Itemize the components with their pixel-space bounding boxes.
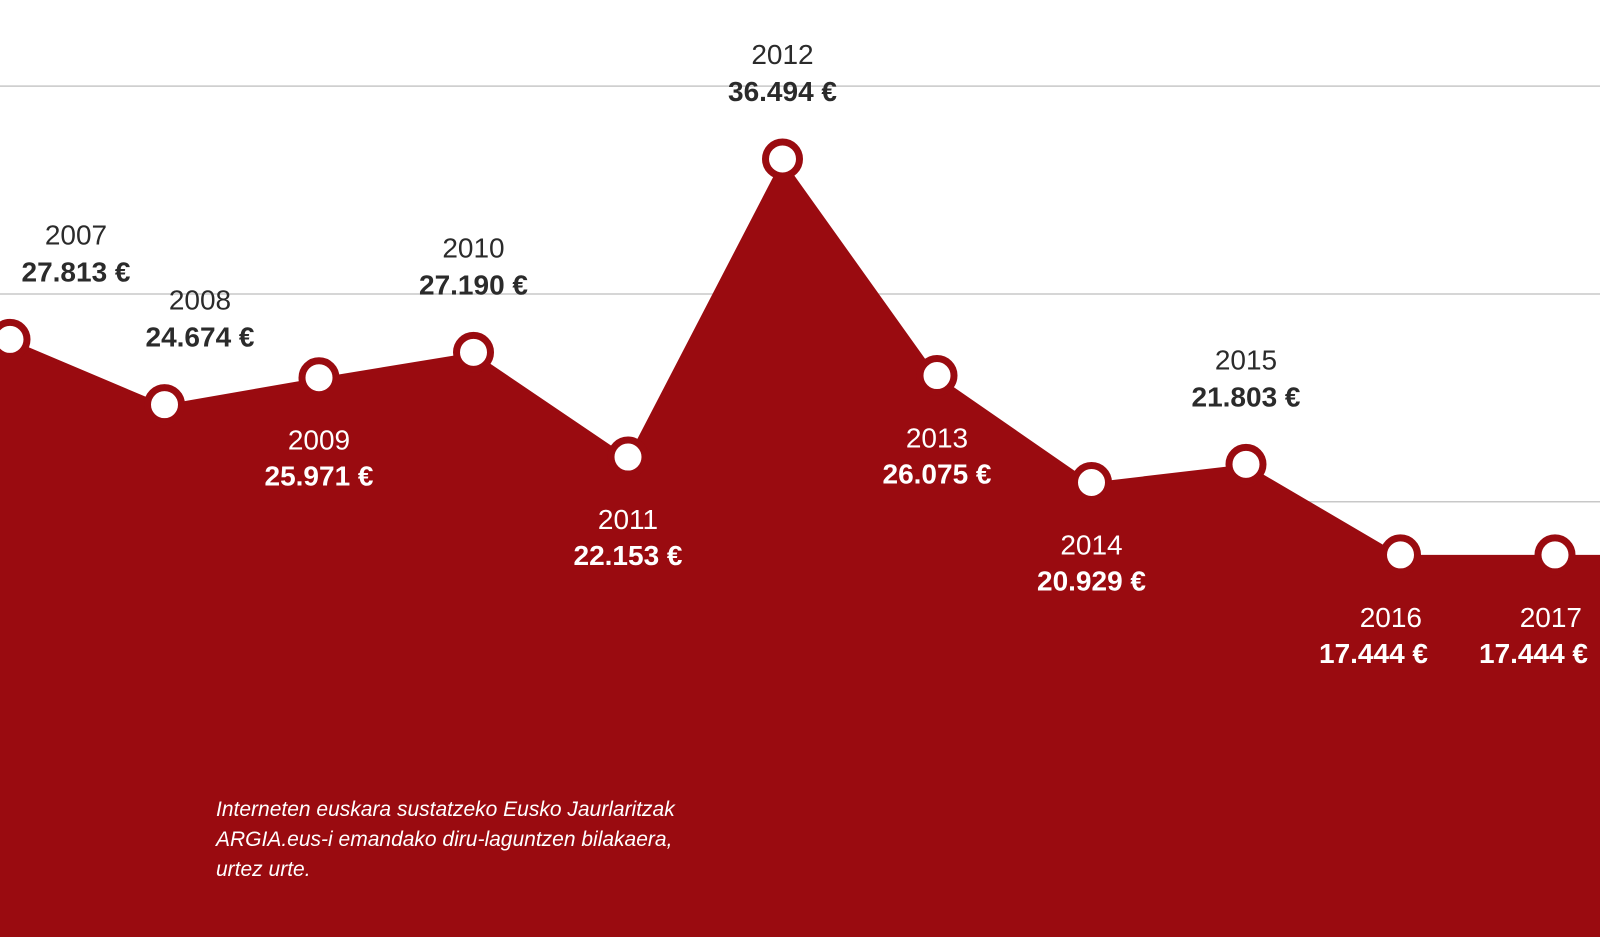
value-label-2009: 25.971 € bbox=[265, 461, 374, 492]
marker-2015 bbox=[1225, 443, 1267, 485]
area-fill bbox=[0, 158, 1600, 937]
marker-2014 bbox=[1071, 461, 1112, 503]
marker-2008 bbox=[144, 384, 185, 426]
value-label-2010: 27.190 € bbox=[419, 269, 528, 300]
marker-2012 bbox=[762, 138, 803, 180]
value-label-2015: 21.803 € bbox=[1192, 381, 1301, 412]
caption-line-2: ARGIA.eus-i emandako diru-laguntzen bila… bbox=[216, 828, 673, 851]
caption-line-3: urtez urte. bbox=[216, 858, 311, 881]
marker-2017 bbox=[1534, 534, 1576, 576]
year-label-2007: 2007 bbox=[45, 219, 107, 250]
year-label-2011: 2011 bbox=[598, 504, 658, 535]
value-label-2013: 26.075 € bbox=[883, 459, 992, 490]
year-label-2013: 2013 bbox=[906, 423, 968, 454]
year-label-2012: 2012 bbox=[751, 39, 813, 70]
marker-2007 bbox=[0, 318, 31, 360]
year-label-2010: 2010 bbox=[442, 232, 504, 263]
marker-2010 bbox=[453, 331, 494, 373]
year-label-2009: 2009 bbox=[288, 425, 350, 456]
value-label-2014: 20.929 € bbox=[1037, 565, 1146, 596]
caption-line-1: Interneten euskara sustatzeko Eusko Jaur… bbox=[216, 798, 675, 821]
year-label-2014: 2014 bbox=[1060, 529, 1122, 560]
year-label-2016: 2016 bbox=[1360, 602, 1422, 633]
value-label-2016: 17.444 € bbox=[1319, 638, 1428, 669]
year-label-2017: 2017 bbox=[1520, 602, 1582, 633]
marker-2011 bbox=[607, 436, 649, 478]
value-label-2017: 17.444 € bbox=[1479, 638, 1588, 669]
value-label-2007: 27.813 € bbox=[22, 256, 131, 287]
value-label-2011: 22.153 € bbox=[574, 540, 683, 571]
data-labels: 2007 27.813 € 2008 24.674 € 2009 25.971 € 2010… bbox=[22, 39, 1589, 669]
marker-2013 bbox=[916, 355, 958, 397]
value-label-2008: 24.674 € bbox=[146, 322, 255, 353]
chart-caption: Interneten euskara sustatzeko Eusko Jaur… bbox=[216, 795, 736, 885]
year-label-2008: 2008 bbox=[169, 285, 231, 316]
value-label-2012: 36.494 € bbox=[728, 76, 837, 107]
marker-2009 bbox=[298, 357, 340, 399]
data-markers bbox=[0, 138, 1576, 576]
year-label-2015: 2015 bbox=[1215, 344, 1277, 375]
marker-2016 bbox=[1380, 534, 1421, 576]
